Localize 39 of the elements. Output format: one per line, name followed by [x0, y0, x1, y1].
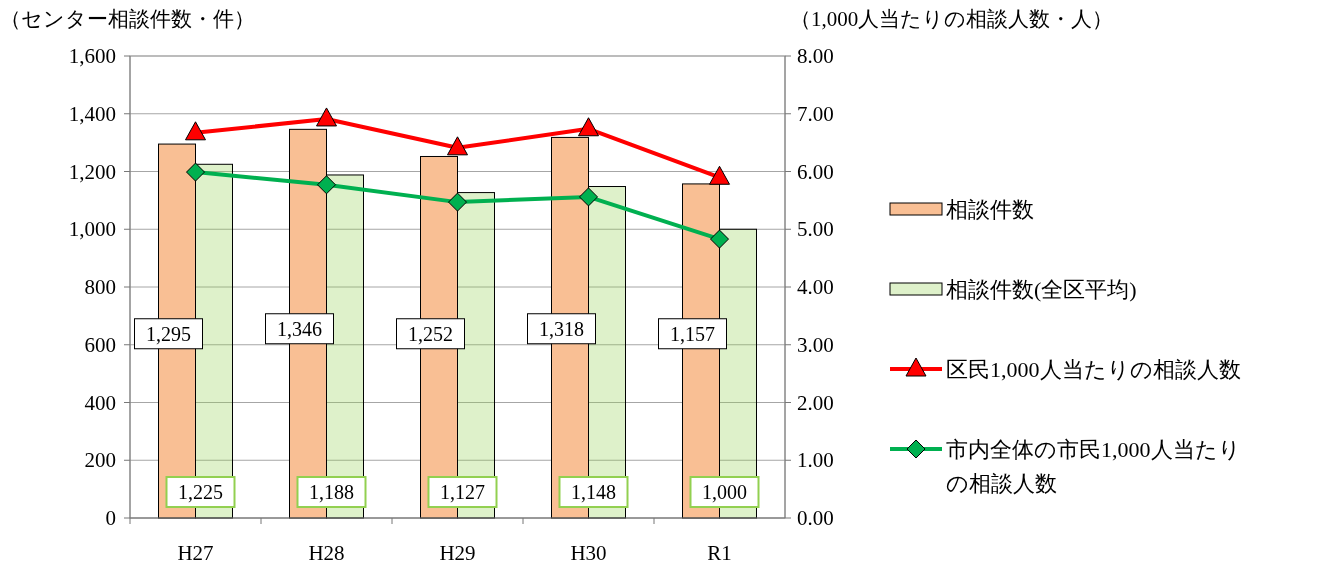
y2-tick-label: 2.00: [797, 390, 834, 415]
legend-label: 相談件数(全区平均): [946, 277, 1137, 302]
y2-tick-label: 5.00: [797, 217, 834, 242]
legend-label: 区民1,000人当たりの相談人数: [946, 357, 1241, 382]
data-label: 1,188: [309, 481, 354, 504]
data-label: 1,346: [277, 317, 322, 340]
y-tick-label: 1,200: [68, 159, 116, 184]
y-tick-label: 1,000: [68, 217, 116, 242]
y2-tick-label: 8.00: [797, 44, 834, 68]
x-tick-label: R1: [707, 541, 732, 565]
data-label: 1,252: [408, 322, 453, 345]
x-tick-label: H27: [177, 541, 214, 565]
y-tick-label: 400: [84, 390, 116, 415]
y2-tick-label: 4.00: [797, 275, 834, 299]
y2-tick-label: 1.00: [797, 448, 834, 473]
data-label: 1,148: [571, 481, 616, 504]
y2-tick-label: 6.00: [797, 159, 834, 184]
y2-tick-label: 0.00: [797, 506, 834, 530]
y-axis-title: （センター相談件数・件）: [0, 7, 255, 31]
y2-tick-label: 3.00: [797, 332, 834, 357]
data-label: 1,318: [539, 317, 584, 340]
legend-label: 相談件数: [946, 197, 1034, 222]
y-tick-label: 1,600: [68, 44, 116, 68]
x-tick-label: H30: [570, 541, 607, 565]
data-label: 1,157: [670, 322, 715, 345]
y-tick-label: 600: [84, 332, 116, 357]
data-label: 1,000: [702, 481, 747, 504]
data-label: 1,127: [440, 481, 485, 504]
y2-tick-label: 7.00: [797, 101, 834, 126]
y-tick-label: 200: [84, 448, 116, 473]
x-tick-label: H29: [439, 541, 476, 565]
y2-axis-title: （1,000人当たりの相談人数・人）: [790, 7, 1114, 31]
y-tick-label: 0: [105, 506, 116, 530]
data-label: 1,295: [146, 322, 191, 345]
y-tick-label: 1,400: [68, 101, 116, 126]
legend-label: 市内全体の市民1,000人当たりの相談人数: [946, 437, 1241, 496]
y-tick-label: 800: [84, 275, 116, 299]
x-tick-label: H28: [308, 541, 345, 565]
data-label: 1,225: [178, 481, 223, 504]
